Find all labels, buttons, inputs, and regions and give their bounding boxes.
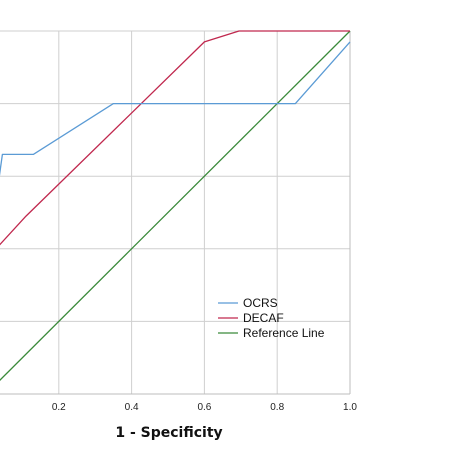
- x-tick-label: 1.0: [343, 402, 357, 413]
- x-tick-label: 0.4: [125, 402, 139, 413]
- plot-frame: [0, 31, 351, 395]
- legend-label: DECAF: [243, 311, 284, 325]
- legend-label: OCRS: [243, 296, 278, 310]
- x-tick-label: 0.2: [52, 402, 66, 413]
- x-tick-label: 0.6: [197, 402, 211, 413]
- x-tick-label: 0.8: [270, 402, 284, 413]
- series-line-reference-line: [0, 30, 351, 381]
- legend-label: Reference Line: [243, 326, 325, 340]
- series-line-decaf: [0, 30, 350, 246]
- series-lines: [0, 30, 351, 381]
- x-axis-title: 1 - Specificity: [115, 425, 222, 441]
- x-tick-labels: 0.2 0.4 0.6 0.8 1.0: [52, 402, 358, 413]
- series-line-ocrs: [0, 41, 351, 177]
